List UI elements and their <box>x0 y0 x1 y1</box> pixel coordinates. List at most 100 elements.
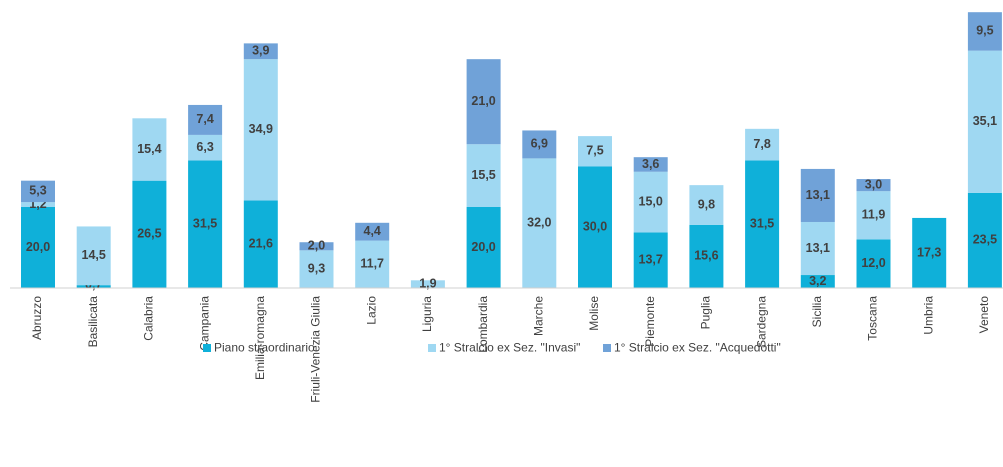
bar-segment <box>76 285 111 288</box>
data-label: 9,8 <box>698 197 715 211</box>
data-label: 32,0 <box>527 215 551 229</box>
x-tick-label: Sardegna <box>754 296 768 348</box>
x-tick-label: Umbria <box>921 296 935 335</box>
data-label: 11,7 <box>360 257 384 271</box>
bar-segment <box>689 185 724 225</box>
x-tick-label: Basilicata <box>86 296 100 348</box>
bar-segment <box>856 191 891 240</box>
data-label: 20,0 <box>26 240 50 254</box>
bar-segment <box>745 128 780 161</box>
bar-segment <box>299 250 334 288</box>
x-tick-label: Marche <box>531 296 545 336</box>
data-label: 15,4 <box>137 142 161 156</box>
bar-segment <box>355 240 390 288</box>
data-label: 23,5 <box>973 233 997 247</box>
data-label: 15,0 <box>639 194 663 208</box>
data-label: 34,9 <box>249 122 273 136</box>
bar-segment <box>912 217 947 288</box>
bar-segment <box>856 179 891 192</box>
bar-segment <box>21 202 55 207</box>
bar-segment <box>466 144 501 207</box>
x-tick-label: Emilia-romagna <box>253 296 267 380</box>
data-label: 9,3 <box>308 261 325 275</box>
bar-segment <box>243 200 278 288</box>
data-label: 13,1 <box>806 188 830 202</box>
data-label: 6,3 <box>196 140 213 154</box>
bar-segment <box>188 160 223 288</box>
bar-segment <box>355 222 390 241</box>
bar-segment <box>633 171 668 233</box>
bar-segment <box>243 43 278 60</box>
data-label: 35,1 <box>973 114 997 128</box>
data-label: 31,5 <box>193 217 217 231</box>
data-label: 7,4 <box>196 112 213 126</box>
x-tick-label: Puglia <box>699 296 713 330</box>
bar-segment <box>243 59 278 201</box>
bar-segment <box>132 118 167 181</box>
bar-segment <box>578 136 612 167</box>
bar-segment <box>188 134 223 161</box>
bar-segment <box>800 275 835 288</box>
data-label: 2,0 <box>308 239 325 253</box>
x-tick-label: Lazio <box>364 296 378 325</box>
bar-segment <box>522 130 557 159</box>
bar-segment <box>578 166 612 288</box>
bar-segment <box>689 224 724 288</box>
bar-segment <box>800 168 835 222</box>
bar-segment <box>633 232 668 288</box>
bar-segment <box>967 192 1002 288</box>
bar-segment <box>132 180 167 288</box>
data-label: 3,0 <box>865 177 882 191</box>
x-tick-label: Sicilia <box>810 296 824 328</box>
data-label: 21,6 <box>249 237 273 251</box>
bar-segment <box>299 242 334 251</box>
legend-swatch <box>428 344 436 352</box>
legend-swatch <box>203 344 211 352</box>
data-label: 1,9 <box>419 276 436 290</box>
data-label: 26,5 <box>137 227 161 241</box>
data-label: 13,7 <box>639 253 663 267</box>
data-label: 5,3 <box>29 184 46 198</box>
data-label: 14,5 <box>82 248 106 262</box>
data-label: 31,5 <box>750 217 774 231</box>
data-label: 3,2 <box>809 274 826 288</box>
data-label: 3,6 <box>642 157 659 171</box>
data-label: 13,1 <box>806 241 830 255</box>
legend-swatch <box>603 344 611 352</box>
bar-segment <box>466 207 501 288</box>
x-tick-label: Friuli-Venezia Giulia <box>309 296 323 403</box>
x-tick-label: Liguria <box>420 296 434 332</box>
bar-segment <box>967 12 1002 51</box>
bar-segment <box>800 221 835 276</box>
data-label: 15,5 <box>471 168 495 182</box>
data-label: 3,9 <box>252 44 269 58</box>
x-tick-label: Molise <box>587 296 601 331</box>
x-tick-label: Campania <box>197 296 211 351</box>
data-label: 30,0 <box>583 220 607 234</box>
data-label: 21,0 <box>471 94 495 108</box>
x-tick-label: Toscana <box>866 296 880 341</box>
data-label: 7,5 <box>586 144 603 158</box>
x-tick-label: Lombardia <box>476 296 490 353</box>
bar-segment <box>466 59 501 145</box>
x-tick-label: Piemonte <box>643 296 657 347</box>
legend-label: 1° Stralcio ex Sez. "Acquedotti" <box>614 341 781 355</box>
data-label: 4,4 <box>364 224 381 238</box>
data-label: 11,9 <box>862 208 886 222</box>
data-label: 15,6 <box>694 249 718 263</box>
x-tick-label: Abruzzo <box>30 296 44 340</box>
bar-segment <box>522 158 557 288</box>
bar-segment <box>856 239 891 288</box>
bar-segment <box>410 280 445 288</box>
legend-label: Piano straordinario <box>214 341 315 355</box>
bar-segment <box>967 50 1002 193</box>
bar-segment <box>21 180 55 203</box>
bar-segment <box>76 226 111 286</box>
data-label: 6,9 <box>531 137 548 151</box>
data-label: 9,5 <box>976 24 993 38</box>
legend-label: 1° Stralcio ex Sez. "Invasi" <box>439 341 580 355</box>
data-label: 20,0 <box>471 240 495 254</box>
data-label: 17,3 <box>917 245 941 259</box>
x-tick-label: Veneto <box>977 296 991 334</box>
